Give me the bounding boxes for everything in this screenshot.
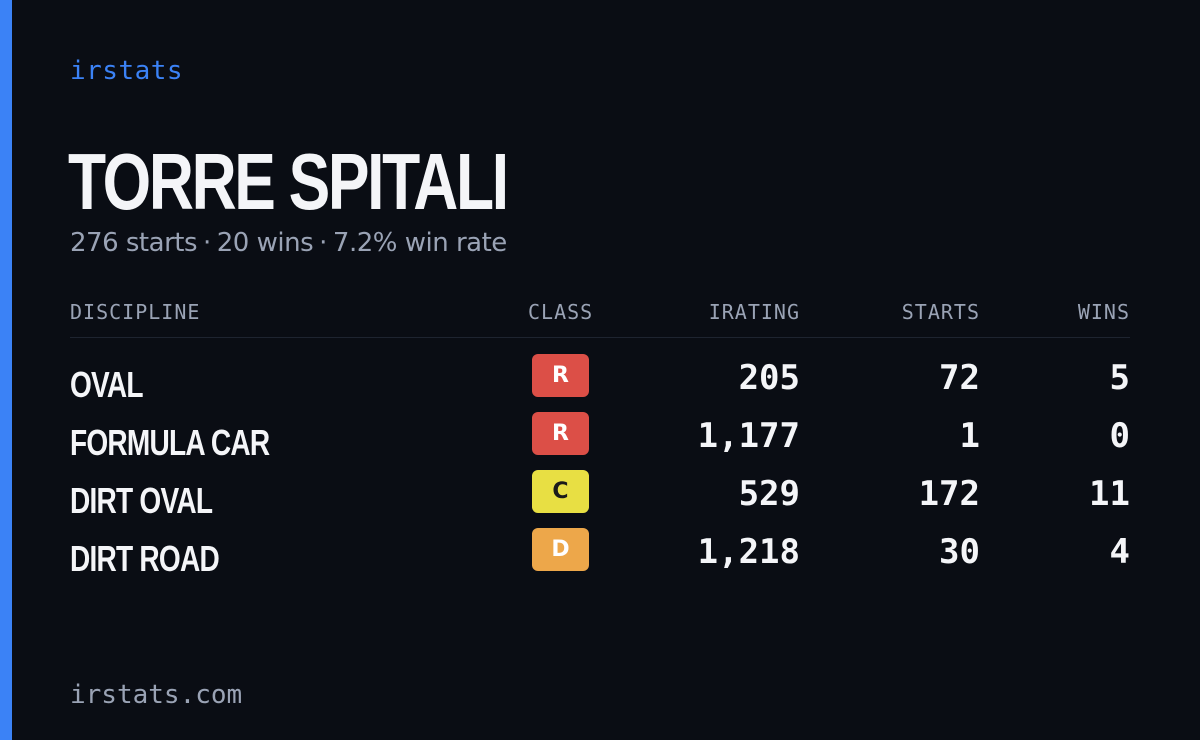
table-header: DISCIPLINE CLASS IRATING STARTS WINS: [70, 296, 1130, 338]
starts-value: 30: [939, 532, 980, 572]
discipline-name: DIRT ROAD: [70, 538, 220, 579]
discipline-name: FORMULA CAR: [70, 422, 270, 463]
footer-url[interactable]: irstats.com: [70, 680, 243, 710]
wins-value: 4: [1109, 532, 1130, 572]
class-badge: R: [532, 412, 589, 455]
summary-separator: ·: [319, 228, 327, 258]
brand-logo-text[interactable]: irstats: [70, 56, 184, 86]
discipline-name: OVAL: [70, 364, 144, 405]
class-badge: C: [532, 470, 589, 513]
irating-value: 205: [738, 358, 800, 398]
driver-summary: 276 starts · 20 wins · 7.2% win rate: [70, 228, 507, 258]
wins-value: 5: [1109, 358, 1130, 398]
header-wins: WINS: [1077, 300, 1130, 324]
stats-table: DISCIPLINE CLASS IRATING STARTS WINS OVA…: [70, 296, 1130, 586]
header-class: CLASS: [528, 300, 594, 324]
irating-value: 529: [738, 474, 800, 514]
table-row: DIRT OVAL C 529 172 11: [70, 470, 1130, 528]
table-body: OVAL R 205 72 5 FORMULA CAR R 1,177 1 0 …: [70, 354, 1130, 586]
class-badge: D: [532, 528, 589, 571]
driver-name: TORRE SPITALI: [68, 137, 509, 226]
summary-win-rate: 7.2% win rate: [332, 228, 507, 258]
irating-value: 1,218: [697, 532, 800, 572]
starts-value: 172: [918, 474, 980, 514]
header-discipline: DISCIPLINE: [70, 300, 201, 324]
header-irating: IRATING: [708, 300, 800, 324]
table-row: OVAL R 205 72 5: [70, 354, 1130, 412]
class-badge: R: [532, 354, 589, 397]
accent-bar: [0, 0, 12, 740]
header-starts: STARTS: [901, 300, 980, 324]
summary-separator: ·: [203, 228, 211, 258]
starts-value: 1: [959, 416, 980, 456]
starts-value: 72: [939, 358, 980, 398]
table-row: DIRT ROAD D 1,218 30 4: [70, 528, 1130, 586]
summary-starts: 276 starts: [70, 228, 198, 258]
table-row: FORMULA CAR R 1,177 1 0: [70, 412, 1130, 470]
wins-value: 11: [1089, 474, 1130, 514]
wins-value: 0: [1109, 416, 1130, 456]
irating-value: 1,177: [697, 416, 800, 456]
discipline-name: DIRT OVAL: [70, 480, 213, 521]
summary-wins: 20 wins: [216, 228, 314, 258]
